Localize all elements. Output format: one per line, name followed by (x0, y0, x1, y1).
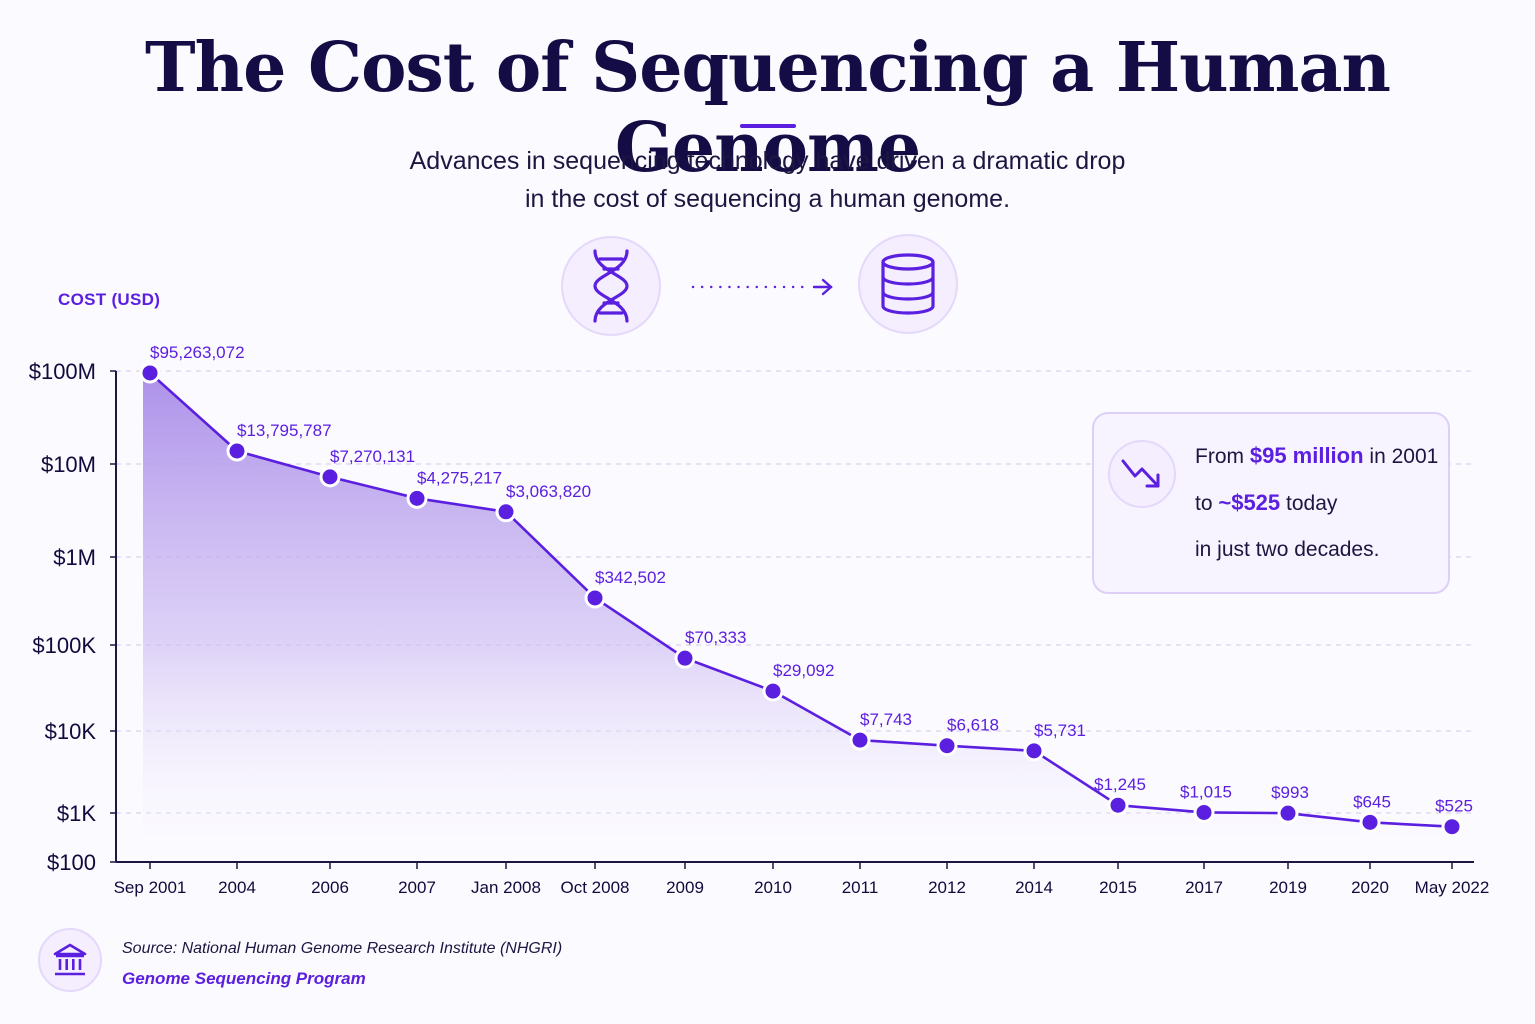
dotted-arrow-icon (690, 276, 836, 303)
data-label: $70,333 (685, 628, 746, 647)
x-tick-label: 2010 (754, 878, 792, 897)
x-tick-label: 2011 (842, 878, 879, 897)
institution-icon (38, 928, 102, 992)
y-tick-label: $100 (47, 850, 96, 875)
data-label: $993 (1271, 783, 1309, 802)
data-label: $6,618 (947, 716, 999, 735)
subtitle-line-2: in the cost of sequencing a human genome… (524, 185, 1011, 213)
callout-to-text: to (1195, 492, 1213, 515)
data-label: $95,263,072 (150, 343, 245, 362)
y-axis-title: COST (USD) (58, 290, 161, 309)
data-label: $7,743 (860, 710, 912, 729)
y-tick-label: $100M (29, 359, 96, 384)
data-label: $342,502 (595, 568, 666, 587)
x-tick-label: 2009 (666, 878, 704, 897)
program-text: Genome Sequencing Program (122, 969, 366, 988)
data-label: $1,015 (1180, 782, 1232, 801)
data-point (1277, 802, 1299, 824)
x-tick-label: 2015 (1099, 878, 1137, 897)
data-point (495, 501, 517, 523)
data-point (1023, 740, 1045, 762)
data-point (762, 680, 784, 702)
callout-to-suffix: today (1286, 492, 1338, 515)
callout-from-suffix: in 2001 (1369, 445, 1439, 468)
y-tick-label: $10M (41, 452, 96, 477)
page-title: The Cost of Sequencing a Human Genome (145, 28, 1391, 188)
data-label: $5,731 (1034, 721, 1086, 740)
data-point (849, 729, 871, 751)
data-point (1193, 801, 1215, 823)
title-underline (740, 124, 796, 128)
callout-line-3: in just two decades. (1195, 538, 1380, 561)
data-label: $13,795,787 (237, 421, 332, 440)
trend-down-icon (1108, 440, 1176, 508)
y-tick-label: $1K (57, 801, 96, 826)
data-point (674, 647, 696, 669)
callout-from-value: $95 million (1249, 443, 1364, 468)
x-tick-label: 2014 (1015, 878, 1053, 897)
data-point (1441, 816, 1463, 838)
x-tick-label: 2004 (218, 878, 256, 897)
dna-icon (561, 236, 661, 336)
source-text: Source: National Human Genome Research I… (122, 940, 563, 957)
data-label: $645 (1353, 792, 1391, 811)
x-tick-label: 2012 (928, 878, 966, 897)
callout-from-text: From (1195, 445, 1244, 468)
data-point (226, 440, 248, 462)
callout-to-value: ~$525 (1218, 490, 1281, 515)
x-tick-label: 2019 (1269, 878, 1307, 897)
x-tick-label: Oct 2008 (561, 878, 630, 897)
callout-line-1: From $95 million in 2001 (1195, 443, 1438, 469)
y-tick-label: $1M (53, 545, 96, 570)
cost-area (143, 372, 1452, 862)
data-point (1359, 811, 1381, 833)
data-label: $3,063,820 (506, 482, 591, 501)
x-tick-label: 2020 (1351, 878, 1389, 897)
data-label: $29,092 (773, 661, 834, 680)
cost-line (149, 371, 1453, 829)
data-point (319, 466, 341, 488)
subtitle: Advances in sequencing technology have d… (0, 142, 1535, 218)
subtitle-line-1: Advances in sequencing technology have d… (409, 147, 1126, 175)
y-tick-label: $10K (45, 719, 97, 744)
x-tick-label: Sep 2001 (114, 878, 187, 897)
y-tick-label: $100K (32, 633, 96, 658)
data-point (406, 487, 428, 509)
data-point (936, 735, 958, 757)
x-tick-label: 2007 (398, 878, 436, 897)
x-tick-label: 2006 (311, 878, 349, 897)
x-tick-label: May 2022 (1415, 878, 1490, 897)
data-point (584, 587, 606, 609)
data-label: $1,245 (1094, 775, 1146, 794)
summary-callout: From $95 million in 2001 to ~$525 today … (1092, 412, 1450, 594)
x-tick-label: 2017 (1185, 878, 1223, 897)
data-label: $525 (1435, 797, 1473, 816)
callout-line-2: to ~$525 today (1195, 490, 1337, 516)
data-point (139, 362, 161, 384)
database-icon (858, 234, 958, 334)
data-label: $4,275,217 (417, 468, 502, 487)
data-label: $7,270,131 (330, 447, 415, 466)
data-point (1107, 794, 1129, 816)
x-tick-label: Jan 2008 (471, 878, 541, 897)
